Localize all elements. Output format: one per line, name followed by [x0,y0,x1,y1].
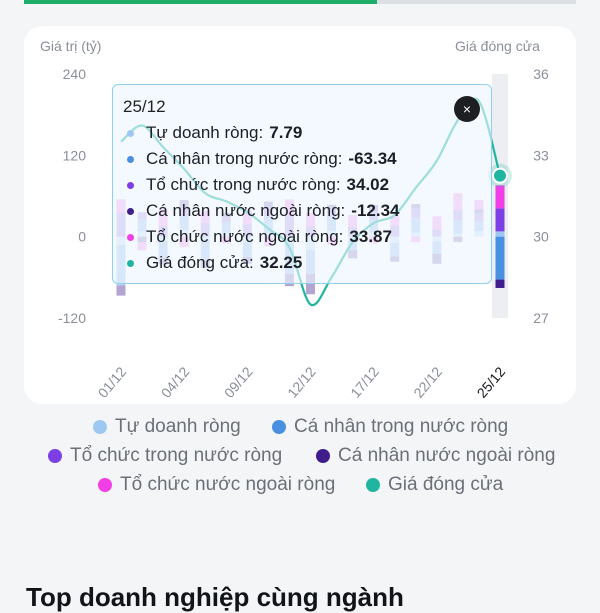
bar-segment [495,279,505,288]
legend-item[interactable]: Tổ chức nước ngoài ròng [98,474,335,496]
legend-dot-icon [316,449,330,463]
legend-item[interactable]: Cá nhân trong nước ròng [272,416,508,438]
tooltip-label: Tổ chức trong nước ròng: [146,175,341,194]
legend-label: Tổ chức trong nước ròng [70,445,283,466]
tooltip-row: Tự doanh ròng: 7.79 [127,123,302,143]
x-tick-label: 17/12 [347,363,382,400]
tooltip-row: Cá nhân nước ngoài ròng: -12.34 [127,201,399,221]
tooltip-label: Tổ chức nước ngoài ròng: [146,227,344,246]
legend-label: Giá đóng cửa [388,474,504,495]
x-tick-label: 01/12 [95,363,130,400]
legend-item[interactable]: Cá nhân nước ngoài ròng [316,445,555,467]
tooltip-row: Tổ chức nước ngoài ròng: 33.87 [127,227,392,247]
tooltip-label: Cá nhân trong nước ròng: [146,149,343,168]
legend-dot-icon [127,129,134,137]
legend-item[interactable]: Tổ chức trong nước ròng [48,445,282,467]
tooltip-value: 32.25 [259,253,303,272]
tooltip-row: Cá nhân trong nước ròng: -63.34 [127,149,397,169]
legend-dot-icon [272,420,286,434]
legend-label: Tự doanh ròng [115,416,241,437]
x-tick-label: 12/12 [284,363,319,400]
tooltip-value: 7.79 [269,123,303,142]
bar-segment [495,231,505,237]
tooltip-row: Giá đóng cửa: 32.25 [127,253,302,273]
x-tick-label: 22/12 [410,363,445,400]
progress-fill [24,0,378,4]
section-title: Top doanh nghiệp cùng ngành [26,582,404,612]
tooltip-value: -63.34 [348,149,397,168]
tooltip-label: Tự doanh ròng: [146,123,264,142]
price-point [492,167,508,184]
y-left-tick-label: 0 [78,229,86,245]
y-left-tick-label: -120 [58,310,86,326]
bar-segment [495,236,505,280]
legend-dot-icon [127,181,134,189]
x-tick-label: 09/12 [221,363,256,400]
tooltip-value: 33.87 [349,227,392,246]
tooltip-date: 25/12 [123,97,166,116]
legend-item[interactable]: Giá đóng cửa [366,474,503,496]
legend-label: Tổ chức nước ngoài ròng [120,474,336,495]
bar-segment [495,208,505,232]
legend-dot-icon [127,155,134,163]
tooltip-label: Giá đóng cửa: [146,253,254,272]
legend-label: Cá nhân nước ngoài ròng [338,445,556,466]
tooltip-value: 34.02 [346,175,390,194]
y-right-tick-label: 33 [533,147,549,163]
legend-dot-icon [93,420,107,434]
legend-dot-icon [98,478,112,492]
y-right-tick-label: 27 [533,310,549,326]
left-axis-title: Giá trị (tỷ) [40,38,102,54]
legend-dot-icon [127,207,134,215]
y-left-tick-label: 240 [63,66,87,82]
x-tick-label: 04/12 [158,363,193,400]
tooltip-row: Tổ chức trong nước ròng: 34.02 [127,175,389,195]
legend-item[interactable]: Tự doanh ròng [93,416,241,438]
right-axis-title: Giá đóng cửa [455,38,540,54]
bar-segment [306,273,315,295]
chart-tooltip: 25/12 Tự doanh ròng: 7.79 Cá nhân trong … [112,84,492,284]
legend-dot-icon [366,478,380,492]
y-right-tick-label: 36 [533,66,549,82]
tooltip-label: Cá nhân nước ngoài ròng: [146,201,346,220]
y-left-tick-label: 120 [63,147,87,163]
bar-segment [116,285,126,296]
bar-segment [495,185,505,209]
close-icon[interactable]: × [454,96,480,122]
legend-dot-icon [127,233,134,241]
legend-label: Cá nhân trong nước ròng [294,416,509,437]
tooltip-value: -12.34 [351,201,400,220]
y-right-tick-label: 30 [533,229,549,245]
legend-dot-icon [48,449,62,463]
x-tick-label: 25/12 [474,363,509,400]
legend-dot-icon [127,259,134,267]
